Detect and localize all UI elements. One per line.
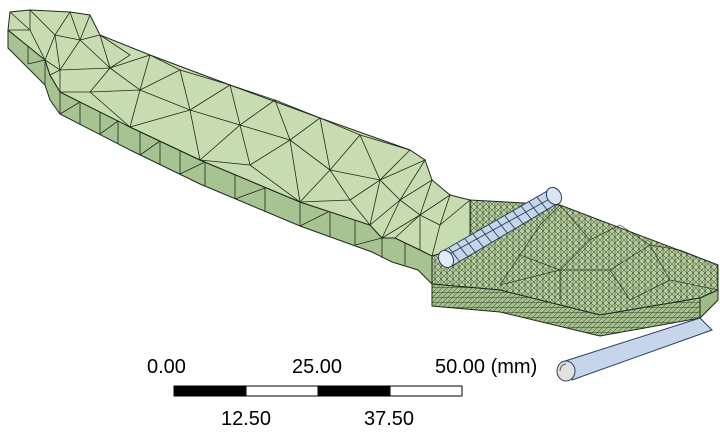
scale-label-25: 25.00	[292, 356, 343, 378]
scale-label-0: 0.00	[147, 356, 186, 378]
upper-roller	[437, 186, 563, 269]
scale-label-12-5: 12.50	[221, 408, 272, 430]
strip-top-face	[7, 9, 471, 257]
scale-label-37-5: 37.50	[364, 408, 415, 430]
scale-segment-2	[245, 385, 319, 397]
plate-right-edge	[699, 289, 719, 320]
scale-label-50: 50.00 (mm)	[435, 356, 538, 378]
scale-segment-3	[317, 385, 391, 397]
plate-top-mesh	[499, 204, 719, 301]
scale-segment-4	[389, 385, 463, 397]
strip-top-mesh	[8, 9, 471, 257]
lower-roller	[556, 317, 713, 382]
scale-segment-1	[173, 385, 247, 397]
scale-bar	[173, 385, 463, 397]
strip-side-mesh	[27, 45, 406, 265]
